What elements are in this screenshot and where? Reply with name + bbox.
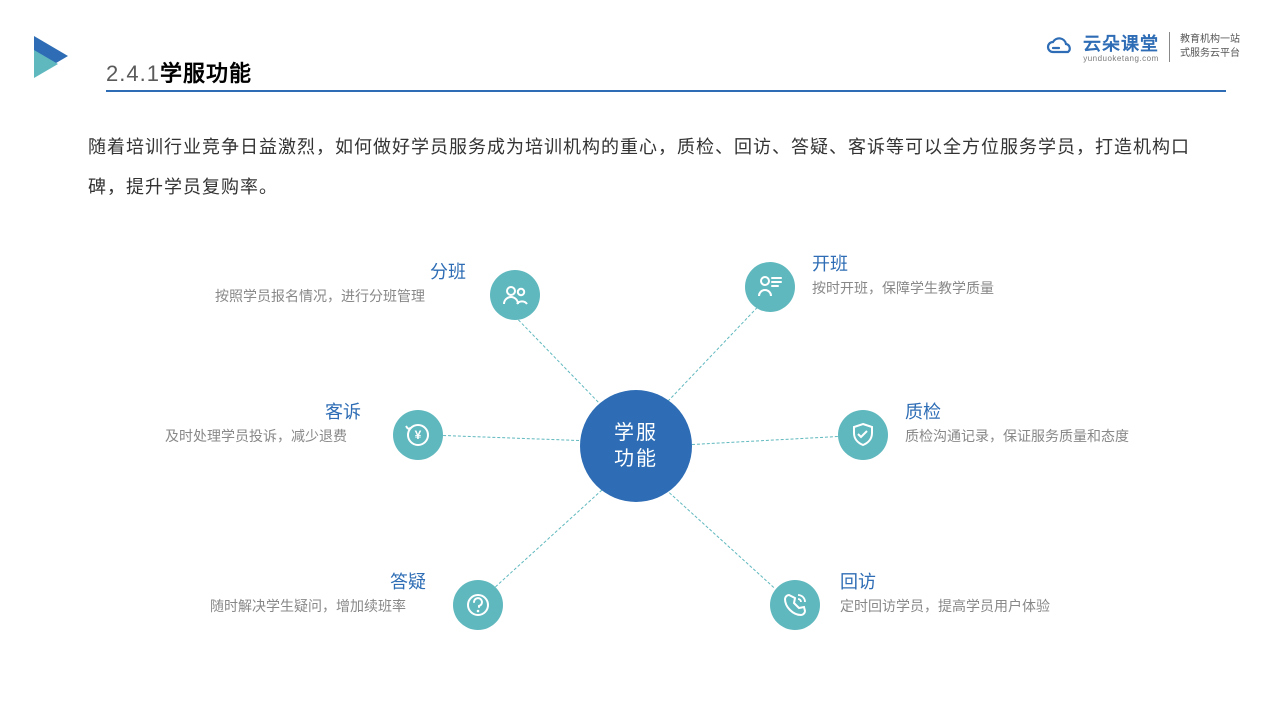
node-dayi-icon [453,580,503,630]
center-label-1: 学服 [614,422,658,444]
node-zhijian-title: 质检 [905,398,941,424]
diagram-edge [511,312,613,417]
node-huifang-icon [770,580,820,630]
radial-diagram: 学服功能 分班按照学员报名情况，进行分班管理 开班按时开班，保障学生教学质量客诉及时… [0,0,1280,720]
diagram-center: 学服功能 [580,390,692,502]
diagram-edge [495,486,606,587]
node-dayi-desc: 随时解决学生疑问，增加续班率 [210,596,406,616]
node-kesu-desc: 及时处理学员投诉，减少退费 [165,426,347,446]
node-kaiban-title: 开班 [812,250,848,276]
node-kaiban-desc: 按时开班，保障学生教学质量 [812,278,994,298]
node-dayi-title: 答疑 [390,568,426,594]
diagram-edge [657,307,758,413]
node-huifang-desc: 定时回访学员，提高学员用户体验 [840,596,1050,616]
diagram-edge [692,436,838,445]
node-fenban-title: 分班 [430,258,466,284]
node-zhijian-icon [838,410,888,460]
slide: 2.4.1学服功能 云朵课堂 yunduoketang.com 教育机构一站 式… [0,0,1280,720]
node-kaiban-icon [745,262,795,312]
node-kesu-icon [393,410,443,460]
diagram-edge [443,435,579,441]
node-zhijian-desc: 质检沟通记录，保证服务质量和态度 [905,426,1129,446]
node-fenban-icon [490,270,540,320]
node-huifang-title: 回访 [840,568,876,594]
node-fenban-desc: 按照学员报名情况，进行分班管理 [215,286,425,306]
center-label-2: 功能 [614,448,658,470]
node-kesu-title: 客诉 [325,398,361,424]
diagram-edge [665,489,774,588]
